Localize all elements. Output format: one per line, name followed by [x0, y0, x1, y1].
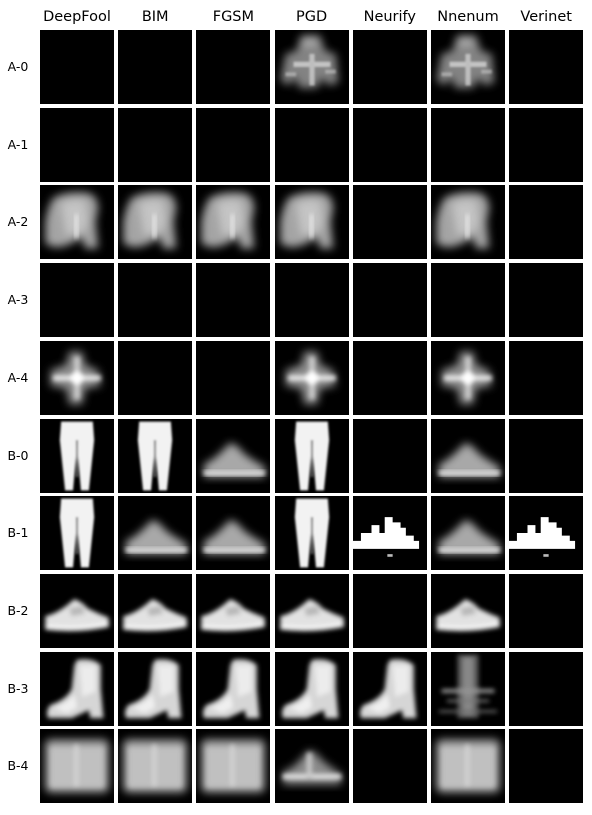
column-header-neurify: Neurify [363, 9, 416, 25]
row-label-a-1: A-1 [7, 136, 29, 152]
image-cell-b-4-verinet [509, 729, 584, 804]
image-cell-b-1-pgd [274, 496, 349, 571]
image-cell-b-3-fgsm [196, 651, 271, 726]
image-cell-a-4-pgd [274, 340, 349, 415]
image-cell-b-0-nnenum [431, 418, 505, 493]
image-cell-a-4-nnenum [431, 340, 505, 415]
column-header-fgsm: FGSM [212, 9, 255, 25]
row-label-b-0: B-0 [7, 447, 29, 463]
image-cell-a-1-bim [118, 107, 193, 182]
image-cell-a-2-pgd [274, 185, 349, 260]
row-label-b-1: B-1 [7, 525, 29, 541]
image-cell-a-1-pgd [274, 107, 349, 182]
image-cell-a-3-neurify [352, 263, 427, 338]
image-cell-b-4-fgsm [196, 729, 271, 804]
row-label-b-2: B-2 [7, 602, 29, 618]
image-cell-b-2-verinet [509, 573, 584, 648]
image-cell-b-3-pgd [274, 651, 349, 726]
image-cell-b-4-deepfool [40, 729, 114, 804]
image-cell-a-3-deepfool [40, 263, 114, 338]
image-cell-b-1-nnenum [431, 496, 505, 571]
image-cell-b-0-bim [118, 418, 193, 493]
column-header-deepfool: DeepFool [43, 9, 111, 25]
image-cell-b-4-pgd [274, 729, 349, 804]
image-cell-b-4-nnenum [431, 729, 505, 804]
image-cell-b-2-neurify [352, 573, 427, 648]
image-cell-a-3-fgsm [196, 263, 271, 338]
image-cell-a-4-deepfool [40, 340, 114, 415]
image-cell-a-4-verinet [509, 340, 584, 415]
image-cell-a-1-neurify [352, 107, 427, 182]
row-label-a-2: A-2 [7, 214, 29, 230]
image-cell-a-2-bim [118, 185, 193, 260]
image-cell-a-0-verinet [509, 30, 584, 104]
image-cell-a-0-pgd [274, 30, 349, 104]
column-header-verinet: Verinet [520, 9, 572, 25]
image-cell-b-1-deepfool [40, 496, 114, 571]
image-cell-a-4-neurify [352, 340, 427, 415]
image-cell-b-2-fgsm [196, 573, 271, 648]
column-header-pgd: PGD [296, 9, 328, 25]
image-cell-b-0-pgd [274, 418, 349, 493]
image-cell-a-0-deepfool [40, 30, 114, 104]
image-cell-b-2-nnenum [431, 573, 505, 648]
image-cell-b-0-neurify [352, 418, 427, 493]
image-cell-b-3-bim [118, 651, 193, 726]
image-cell-a-2-neurify [352, 185, 427, 260]
image-cell-b-4-bim [118, 729, 193, 804]
image-cell-b-1-bim [118, 496, 193, 571]
image-cell-b-3-nnenum [431, 651, 505, 726]
image-cell-a-2-deepfool [40, 185, 114, 260]
image-cell-b-2-pgd [274, 573, 349, 648]
row-label-a-3: A-3 [7, 292, 29, 308]
image-cell-b-2-deepfool [40, 573, 114, 648]
image-cell-a-3-bim [118, 263, 193, 338]
row-label-a-4: A-4 [7, 369, 29, 385]
row-label-b-3: B-3 [7, 680, 29, 696]
image-cell-a-3-nnenum [431, 263, 505, 338]
column-header-nnenum: Nnenum [437, 9, 499, 25]
image-cell-a-3-verinet [509, 263, 584, 338]
image-cell-a-2-fgsm [196, 185, 271, 260]
image-cell-a-2-nnenum [431, 185, 505, 260]
image-cell-a-0-fgsm [196, 30, 271, 104]
image-cell-b-3-neurify [352, 651, 427, 726]
image-cell-b-2-bim [118, 573, 193, 648]
image-cell-a-4-bim [118, 340, 193, 415]
image-cell-a-0-nnenum [431, 30, 505, 104]
image-cell-b-0-deepfool [40, 418, 114, 493]
image-cell-a-0-bim [118, 30, 193, 104]
image-cell-a-0-neurify [352, 30, 427, 104]
image-cell-b-0-verinet [509, 418, 584, 493]
image-cell-b-3-deepfool [40, 651, 114, 726]
image-cell-a-1-deepfool [40, 107, 114, 182]
row-label-a-0: A-0 [7, 59, 29, 74]
image-cell-a-4-fgsm [196, 340, 271, 415]
image-cell-a-1-fgsm [196, 107, 271, 182]
image-cell-b-0-fgsm [196, 418, 271, 493]
image-cell-a-2-verinet [509, 185, 584, 260]
image-cell-b-1-fgsm [196, 496, 271, 571]
image-cell-a-3-pgd [274, 263, 349, 338]
image-cell-a-1-verinet [509, 107, 584, 182]
row-label-b-4: B-4 [7, 758, 29, 774]
image-cell-b-3-verinet [509, 651, 584, 726]
column-header-bim: BIM [141, 9, 169, 25]
image-cell-b-1-verinet [509, 496, 584, 571]
image-cell-b-1-neurify [352, 496, 427, 571]
image-cell-b-4-neurify [352, 729, 427, 804]
image-cell-a-1-nnenum [431, 107, 505, 182]
